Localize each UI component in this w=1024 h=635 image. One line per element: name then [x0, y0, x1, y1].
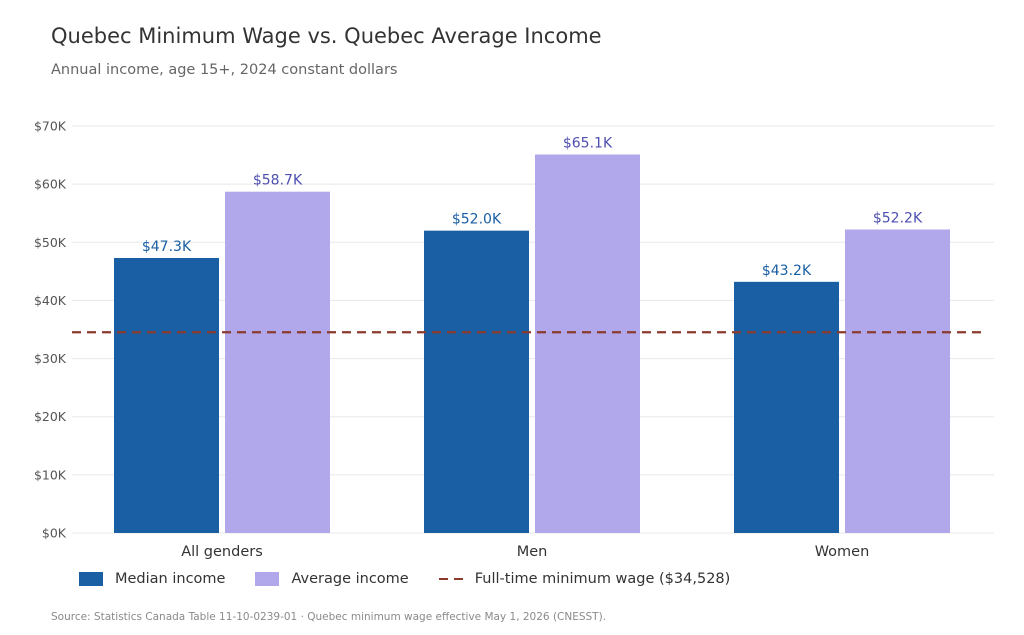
- legend-label-median: Median income: [115, 571, 226, 587]
- y-tick-label: $20K: [34, 409, 67, 424]
- x-tick-label: Men: [517, 544, 548, 560]
- data-label: $52.2K: [873, 210, 923, 226]
- legend-item-average: Average income: [255, 571, 409, 587]
- median-bar: [114, 257, 219, 533]
- legend-swatch-median: [79, 572, 103, 586]
- data-label: $58.7K: [253, 173, 303, 189]
- y-tick-label: $70K: [34, 119, 67, 134]
- average-bar: [225, 191, 330, 534]
- legend-item-median: Median income: [79, 571, 225, 587]
- data-label: $65.1K: [563, 135, 613, 151]
- chart-legend: Median income Average income Full-time m…: [79, 571, 760, 587]
- y-tick-label: $10K: [34, 467, 67, 482]
- data-label: $43.2K: [762, 263, 812, 279]
- y-tick-label: $0K: [42, 526, 67, 541]
- x-tick-label: Women: [815, 544, 870, 560]
- x-tick-label: All genders: [181, 544, 263, 560]
- median-bar: [734, 281, 839, 533]
- chart-subtitle: Annual income, age 15+, 2024 constant do…: [51, 62, 398, 78]
- data-label: $52.0K: [452, 212, 502, 228]
- y-tick-label: $30K: [34, 351, 67, 366]
- average-bar: [535, 154, 640, 534]
- legend-swatch-min-wage: [438, 572, 463, 586]
- data-label: $47.3K: [142, 239, 192, 255]
- y-tick-label: $40K: [34, 293, 67, 308]
- chart-title: Quebec Minimum Wage vs. Quebec Average I…: [51, 24, 602, 48]
- average-bar: [845, 229, 950, 533]
- median-bar: [424, 230, 529, 533]
- source-note: Source: Statistics Canada Table 11-10-02…: [51, 611, 607, 623]
- y-tick-label: $60K: [34, 177, 67, 192]
- legend-label-average: Average income: [291, 571, 409, 587]
- legend-label-min-wage: Full-time minimum wage ($34,528): [474, 571, 731, 587]
- y-tick-label: $50K: [34, 235, 67, 250]
- legend-swatch-average: [255, 572, 280, 586]
- legend-item-min-wage: Full-time minimum wage ($34,528): [438, 571, 731, 587]
